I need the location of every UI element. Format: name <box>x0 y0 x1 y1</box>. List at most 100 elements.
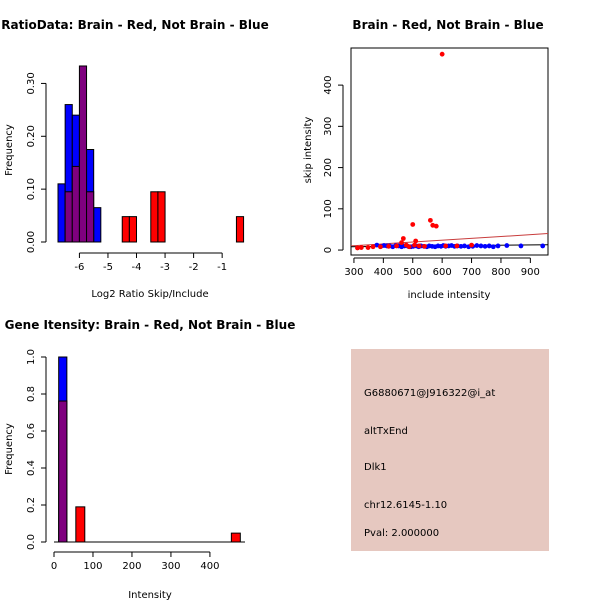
brain-point <box>422 243 427 249</box>
gene-y-tick-label: 0.4 <box>26 460 37 476</box>
gene-bar-brain <box>230 532 241 543</box>
ratio-x-tick-label: -6 <box>74 262 84 273</box>
not-brain-point <box>478 243 484 249</box>
intensity-scatter-axes: 300 400 500 600 700 800 900 0 100 200 300 400 <box>323 76 540 278</box>
gene-x-tick-label: 400 <box>200 561 219 572</box>
brain-point <box>399 240 404 246</box>
scatter-y-tick-label: 0 <box>323 247 334 253</box>
gene-bar-brain <box>75 506 86 543</box>
scatter-y-tick-label: 400 <box>323 76 334 95</box>
not-brain-point <box>540 243 546 249</box>
intensity-scatter-xlabel: include intensity <box>408 290 491 301</box>
ratio-y-tick-label: 0.00 <box>26 231 37 253</box>
ratio-bar-brain <box>71 165 80 243</box>
scatter-x-tick-label: 900 <box>521 267 540 278</box>
ratio-histogram-bars <box>57 65 245 243</box>
brain-point <box>443 243 449 249</box>
not-brain-point <box>490 244 496 250</box>
brain-point <box>355 245 360 251</box>
brain-point <box>439 51 445 57</box>
not-brain-point <box>474 243 480 248</box>
brain-point <box>427 217 433 223</box>
ratio-y-tick-label: 0.30 <box>26 72 37 94</box>
scatter-x-tick-label: 300 <box>344 267 363 278</box>
brain-point <box>378 244 383 250</box>
brain-point <box>365 245 371 250</box>
gene-y-tick-label: 0.6 <box>26 423 37 439</box>
ratio-x-tick-label: -5 <box>103 262 113 273</box>
scatter-x-tick-label: 800 <box>491 267 510 278</box>
ratio-histogram-xlabel: Log2 Ratio Skip/Include <box>91 289 208 300</box>
intensity-scatter: Brain - Red, Not Brain - Blue include in… <box>303 18 549 301</box>
not-brain-point <box>495 243 501 249</box>
gene-y-tick-label: 0.2 <box>26 497 37 513</box>
scatter-x-tick-label: 700 <box>462 267 481 278</box>
brain-point <box>413 238 419 244</box>
ratio-bar-not-brain <box>57 183 66 243</box>
brain-point <box>394 243 399 249</box>
brain-point <box>386 243 392 249</box>
ratio-bar-not-brain <box>93 207 102 243</box>
gene-x-tick-label: 0 <box>51 561 57 572</box>
gene-intensity-histogram: Gene Itensity: Brain - Red, Not Brain - … <box>4 318 295 600</box>
gene-intensity-histogram-axes: 0 100 200 300 400 0.0 0.2 0.4 0.6 0.8 1.0 <box>26 349 219 572</box>
ratio-bar-brain <box>86 191 95 243</box>
intensity-scatter-plot-box <box>350 47 549 256</box>
scatter-y-tick-label: 200 <box>323 158 334 177</box>
scatter-y-tick-label: 300 <box>323 117 334 136</box>
ratio-x-tick-label: -3 <box>160 262 170 273</box>
info-panel: G6880671@J916322@i_at altTxEnd Dlk1 chr1… <box>351 349 549 551</box>
ratio-x-tick-label: -4 <box>132 262 142 273</box>
intensity-scatter-ylabel: skip intensity <box>303 117 314 184</box>
ratio-bar-brain <box>150 191 159 243</box>
not-brain-point <box>486 243 492 249</box>
info-pval: Pval: 2.000000 <box>364 528 439 539</box>
brain-point <box>454 243 460 249</box>
ratio-histogram: RatioData: Brain - Red, Not Brain - Blue… <box>1 18 268 300</box>
ratio-histogram-title: RatioData: Brain - Red, Not Brain - Blue <box>1 18 268 32</box>
scatter-y-tick-label: 100 <box>323 199 334 218</box>
ratio-histogram-axes: -6 -5 -4 -3 -2 -1 0.00 0.10 0.20 0.30 <box>26 72 227 273</box>
brain-point <box>370 244 376 250</box>
info-locus: chr12.6145-1.10 <box>364 500 447 511</box>
gene-y-tick-label: 0.0 <box>26 534 37 550</box>
intensity-scatter-points <box>355 51 546 251</box>
gene-intensity-histogram-title: Gene Itensity: Brain - Red, Not Brain - … <box>5 318 296 332</box>
intensity-scatter-title: Brain - Red, Not Brain - Blue <box>352 18 543 32</box>
ratio-bar-brain <box>235 216 245 243</box>
brain-point <box>416 243 422 249</box>
brain-point <box>358 245 364 250</box>
gene-intensity-histogram-xlabel: Intensity <box>128 590 172 600</box>
ratio-x-tick-label: -2 <box>189 262 199 273</box>
brain-point <box>469 242 474 248</box>
ratio-x-tick-label: -1 <box>217 262 227 273</box>
gene-x-tick-label: 200 <box>122 561 141 572</box>
scatter-x-tick-label: 500 <box>403 267 422 278</box>
info-probe-id: G6880671@J916322@i_at <box>364 388 495 399</box>
scatter-x-tick-label: 600 <box>433 267 452 278</box>
gene-x-tick-label: 300 <box>161 561 180 572</box>
not-brain-point <box>518 243 524 249</box>
info-panel-background <box>351 349 549 551</box>
not-brain-point <box>458 243 464 249</box>
gene-intensity-histogram-ylabel: Frequency <box>4 423 15 475</box>
brain-point <box>406 244 412 250</box>
gene-intensity-histogram-bars <box>54 356 245 543</box>
ratio-bar-brain <box>157 191 166 243</box>
ratio-y-tick-label: 0.20 <box>26 125 37 147</box>
brain-point <box>412 242 417 248</box>
brain-point <box>400 236 406 241</box>
brain-point <box>433 223 439 229</box>
not-brain-point <box>482 243 488 249</box>
gene-x-tick-label: 100 <box>83 561 102 572</box>
ratio-bar-brain <box>121 216 130 243</box>
ratio-histogram-ylabel: Frequency <box>4 124 15 176</box>
ratio-bar-brain <box>78 65 88 243</box>
brain-point <box>410 222 416 227</box>
gene-bar-brain <box>58 400 68 543</box>
ratio-y-tick-label: 0.10 <box>26 178 37 200</box>
info-gene: Dlk1 <box>364 462 387 473</box>
not-brain-point <box>504 243 510 248</box>
gene-y-tick-label: 0.8 <box>26 386 37 402</box>
